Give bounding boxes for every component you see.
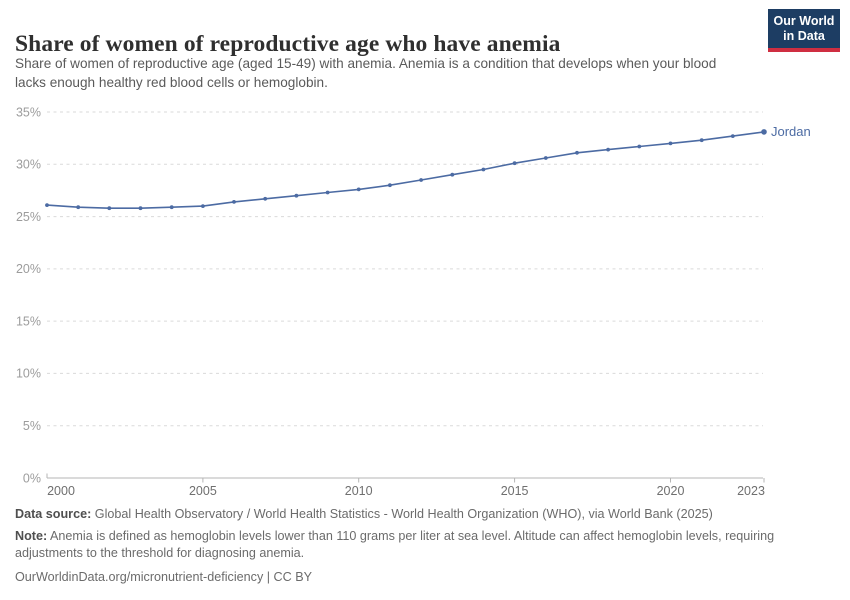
y-tick-label: 10% bbox=[16, 367, 41, 381]
data-point[interactable] bbox=[637, 144, 642, 149]
data-point[interactable] bbox=[388, 183, 392, 188]
data-point[interactable] bbox=[606, 147, 610, 152]
data-point[interactable] bbox=[356, 187, 361, 192]
data-point[interactable] bbox=[263, 196, 268, 201]
data-point[interactable] bbox=[419, 178, 423, 182]
citation-line[interactable]: OurWorldinData.org/micronutrient-deficie… bbox=[15, 569, 312, 584]
data-point[interactable] bbox=[138, 206, 143, 211]
note-line: Note: Anemia is defined as hemoglobin le… bbox=[15, 528, 821, 563]
x-tick-label: 2005 bbox=[189, 484, 217, 498]
data-point[interactable] bbox=[668, 141, 673, 146]
x-tick-label: 2015 bbox=[501, 484, 529, 498]
series-label[interactable]: Jordan bbox=[771, 124, 811, 139]
owid-logo-text: Our World in Data bbox=[768, 9, 840, 48]
data-point[interactable] bbox=[450, 172, 455, 177]
x-tick-label: 2023 bbox=[737, 484, 765, 498]
data-point[interactable] bbox=[107, 206, 112, 211]
chart-footer: Data source: Global Health Observatory /… bbox=[15, 506, 821, 590]
owid-logo-line1: Our World bbox=[773, 14, 835, 28]
line-chart[interactable]: 0% 5% 10% 15% 20% 25% 30% 35% 2000 2005 2010 2015 20… bbox=[0, 95, 850, 507]
y-tick-label: 15% bbox=[16, 314, 41, 328]
y-tick-label: 20% bbox=[16, 262, 41, 276]
note-text: Anemia is defined as hemoglobin levels l… bbox=[15, 528, 775, 561]
y-tick-label: 35% bbox=[16, 105, 41, 119]
data-point[interactable] bbox=[575, 150, 579, 155]
y-tick-label: 30% bbox=[16, 158, 41, 172]
owid-logo-line2: in Data bbox=[783, 29, 825, 43]
data-source-text: Global Health Observatory / World Health… bbox=[94, 507, 713, 521]
data-point[interactable] bbox=[294, 193, 299, 198]
data-point[interactable] bbox=[325, 190, 330, 195]
data-point[interactable] bbox=[481, 167, 486, 172]
data-point[interactable] bbox=[201, 204, 205, 208]
data-point[interactable] bbox=[512, 161, 517, 166]
x-tick-label: 2010 bbox=[345, 484, 373, 498]
y-tick-label: 0% bbox=[23, 471, 41, 485]
data-point[interactable] bbox=[761, 129, 767, 135]
owid-logo[interactable]: Our World in Data bbox=[768, 9, 840, 52]
data-point[interactable] bbox=[45, 203, 49, 207]
data-point[interactable] bbox=[169, 205, 174, 210]
x-tick-label: 2020 bbox=[657, 484, 685, 498]
page-title: Share of women of reproductive age who h… bbox=[15, 30, 561, 57]
data-point[interactable] bbox=[76, 205, 81, 210]
y-tick-label: 25% bbox=[16, 210, 41, 224]
chart-subtitle: Share of women of reproductive age (aged… bbox=[15, 56, 717, 90]
data-point[interactable] bbox=[543, 156, 548, 160]
series-line[interactable] bbox=[46, 131, 765, 209]
note-label: Note: bbox=[15, 528, 48, 543]
data-point[interactable] bbox=[699, 138, 704, 143]
data-point[interactable] bbox=[232, 200, 236, 204]
y-tick-label: 5% bbox=[23, 419, 41, 433]
owid-logo-redbar bbox=[768, 48, 840, 52]
data-source-label: Data source: bbox=[15, 507, 92, 521]
data-source-line: Data source: Global Health Observatory /… bbox=[15, 506, 821, 524]
x-tick-label: 2000 bbox=[47, 484, 75, 498]
data-point[interactable] bbox=[730, 134, 735, 138]
